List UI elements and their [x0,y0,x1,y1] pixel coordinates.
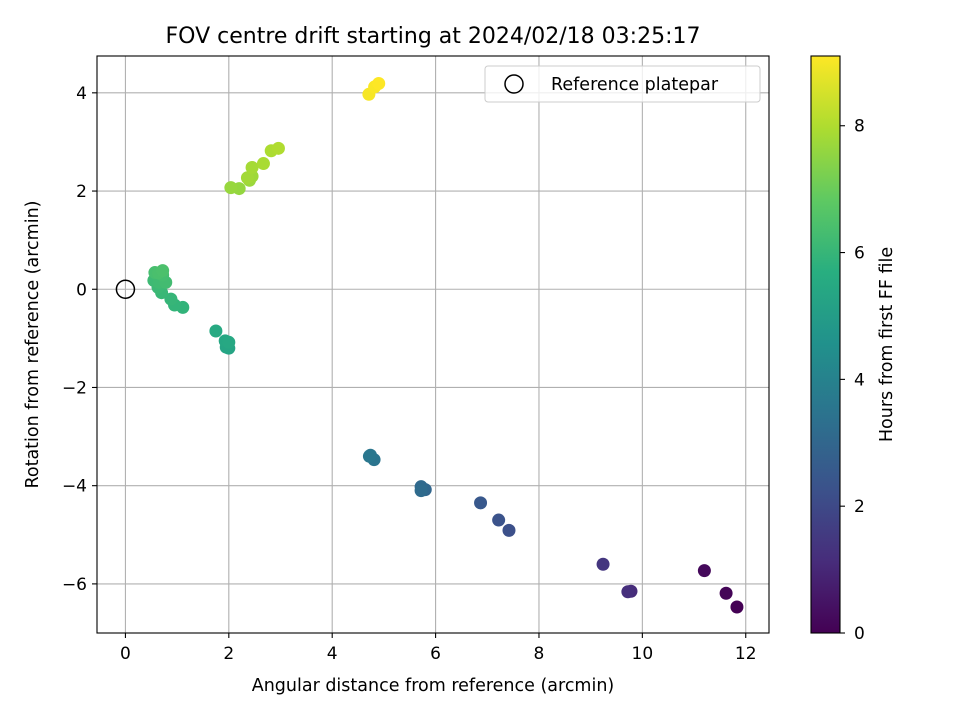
y-tick-label: 4 [76,84,87,104]
colorbar-gradient [810,55,841,634]
y-tick-label: 2 [76,182,87,202]
y-tick-label: −4 [62,477,87,497]
colorbar-ticks: 0 2 4 6 8 [840,117,865,644]
grid [97,56,769,633]
legend-box [484,65,761,103]
chart-title: FOV centre drift starting at 2024/02/18 … [166,24,701,49]
y-tick-label: 0 [76,280,87,300]
data-point [271,141,285,155]
colorbar: 0 2 4 6 8 Hours from first FF file [810,55,897,644]
colorbar-tick-label: 4 [854,370,865,390]
legend-marker-icon [504,74,524,94]
data-point [474,496,488,510]
y-tick-label: −2 [62,378,87,398]
data-point [164,292,178,306]
y-axis-label: Rotation from reference (arcmin) [23,201,43,489]
data-point [730,600,744,614]
data-point [224,181,238,195]
data-points [147,76,744,614]
data-point [240,171,254,185]
data-point [245,160,259,174]
colorbar-tick-label: 8 [854,117,865,137]
reference-point-icon [115,279,136,300]
data-point [492,513,506,527]
data-point [256,157,270,171]
x-axis-label: Angular distance from reference (arcmin) [252,676,615,696]
y-tick-label: −6 [62,575,87,595]
data-point [362,449,376,463]
x-tick-label: 6 [430,644,441,664]
data-point [596,557,610,571]
data-point [697,564,711,578]
x-tick-label: 10 [632,644,654,664]
legend: Reference platepar [484,65,761,103]
reference-platepar-marker [115,279,136,300]
y-axis-ticks: −6 −4 −2 0 2 4 [62,84,97,595]
colorbar-label: Hours from first FF file [877,247,897,442]
data-point [372,76,386,90]
colorbar-tick-label: 2 [854,497,865,517]
colorbar-tick-label: 6 [854,244,865,264]
legend-entry-reference-platepar: Reference platepar [551,75,719,95]
data-point [209,324,223,338]
data-point [156,264,170,278]
data-point [222,335,236,349]
colorbar-tick-label: 0 [854,624,865,644]
x-tick-label: 4 [327,644,338,664]
x-axis-ticks: 0 2 4 6 8 10 12 [120,633,757,664]
x-tick-label: 12 [735,644,757,664]
data-point [414,484,428,498]
data-point [621,585,635,599]
x-tick-label: 0 [120,644,131,664]
x-tick-label: 8 [534,644,545,664]
plot-frame [96,55,770,634]
data-point [719,586,733,600]
x-tick-label: 2 [223,644,234,664]
data-point [502,523,516,537]
